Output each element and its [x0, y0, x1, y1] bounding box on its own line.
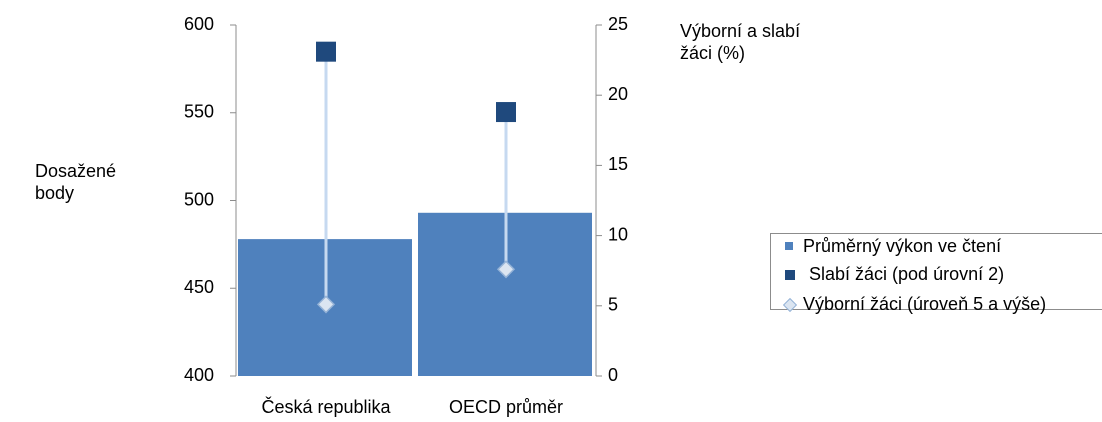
legend-swatch	[785, 270, 795, 280]
legend-entry: Výborní žáci (úroveň 5 a výše)	[782, 294, 1093, 314]
legend-label: Slabí žáci (pod úrovní 2)	[809, 264, 1005, 284]
diamond-marker	[316, 295, 336, 314]
x-tick-label: Česká republika	[261, 396, 391, 417]
legend-label: Výborní žáci (úroveň 5 a výše)	[803, 294, 1047, 314]
y-tick-label: 400	[184, 365, 214, 385]
legend: Průměrný výkon ve čtení Slabí žáci (pod ú…	[770, 233, 1102, 314]
y2-tick-label: 10	[608, 224, 628, 244]
y2-tick-label: 5	[608, 295, 618, 315]
legend-entry: Slabí žáci (pod úrovní 2)	[785, 264, 1099, 284]
y2-axis-label: Výborní a slabí žáci (%)	[680, 21, 801, 63]
legend-swatch	[785, 242, 793, 250]
y2-tick-label: 15	[608, 154, 628, 174]
x-tick-label: OECD průměr	[449, 397, 563, 417]
y2-tick-label: 25	[608, 14, 628, 34]
legend-label: Průměrný výkon ve čtení	[803, 236, 1002, 256]
y-tick-label: 450	[184, 277, 214, 297]
y-axis-label: Dosažené body	[35, 161, 117, 203]
y-tick-label: 500	[184, 189, 214, 209]
square-marker	[316, 41, 336, 62]
y2-tick-label: 20	[608, 84, 628, 104]
y-tick-label: 600	[184, 14, 214, 34]
y2-tick-label: 0	[608, 365, 618, 385]
y-tick-label: 550	[184, 102, 214, 122]
legend-entry: Průměrný výkon ve čtení	[785, 236, 1093, 256]
diamond-marker	[496, 260, 516, 279]
square-marker	[496, 102, 516, 123]
